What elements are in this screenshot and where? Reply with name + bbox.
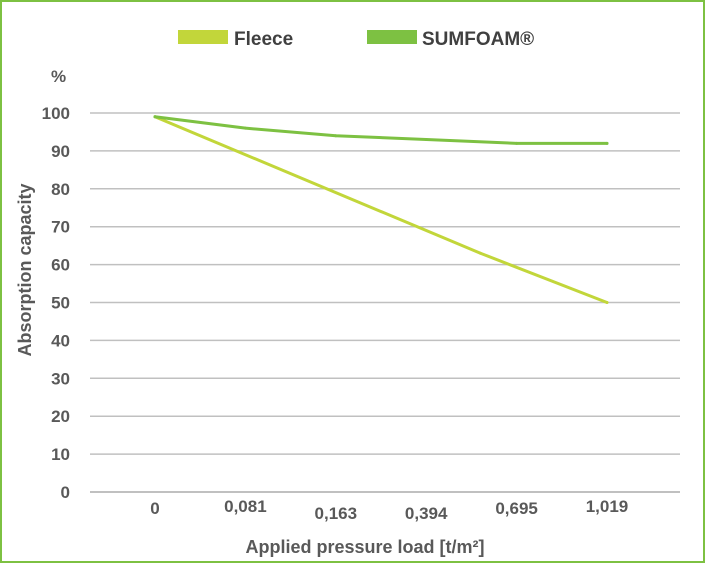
y-tick-label-70: 70	[51, 218, 70, 237]
data-point-0-2	[605, 301, 609, 304]
legend-label-sumfoam: SUMFOAM®	[422, 29, 534, 50]
y-tick-label-100: 100	[42, 104, 70, 123]
y-tick-label-90: 90	[51, 142, 70, 161]
x-tick-label-1: 0,081	[224, 497, 267, 516]
y-tick-label-20: 20	[51, 407, 70, 426]
y-axis-title: Absorption capacity	[15, 183, 35, 356]
series-line-sumfoam	[153, 115, 609, 145]
series-lines	[153, 115, 609, 304]
legend-swatch-fleece	[178, 30, 228, 44]
data-point-1-4	[515, 141, 519, 145]
y-tick-labels: 0 10 20 30 40 50 60 70 80 90 100	[42, 104, 70, 502]
y-tick-label-60: 60	[51, 256, 70, 275]
y-tick-label-10: 10	[51, 445, 70, 464]
y-axis-unit: %	[51, 67, 66, 86]
x-tick-label-5: 1,019	[586, 497, 629, 516]
data-point-1-3	[424, 138, 428, 142]
data-point-1-5	[605, 141, 609, 145]
x-tick-label-2: 0,163	[315, 504, 358, 523]
x-tick-labels: 0 0,081 0,163 0,394 0,695 1,019	[150, 497, 628, 523]
data-point-1-2	[334, 134, 338, 138]
gridlines	[90, 112, 680, 493]
x-tick-label-0: 0	[150, 499, 159, 518]
x-axis-title: Applied pressure load [t/m²]	[245, 537, 484, 557]
y-tick-label-0: 0	[61, 483, 70, 502]
x-tick-label-4: 0,695	[495, 499, 538, 518]
legend-label-fleece: Fleece	[234, 29, 293, 50]
data-point-0-1	[478, 251, 482, 255]
data-point-1-0	[153, 115, 157, 119]
y-tick-label-50: 50	[51, 294, 70, 313]
legend-swatch-sumfoam	[367, 30, 417, 44]
y-tick-label-40: 40	[51, 331, 70, 350]
x-tick-label-3: 0,394	[405, 504, 448, 523]
y-tick-label-80: 80	[51, 180, 70, 199]
data-point-1-1	[243, 126, 247, 130]
legend: Fleece SUMFOAM®	[178, 29, 534, 50]
y-tick-label-30: 30	[51, 369, 70, 388]
